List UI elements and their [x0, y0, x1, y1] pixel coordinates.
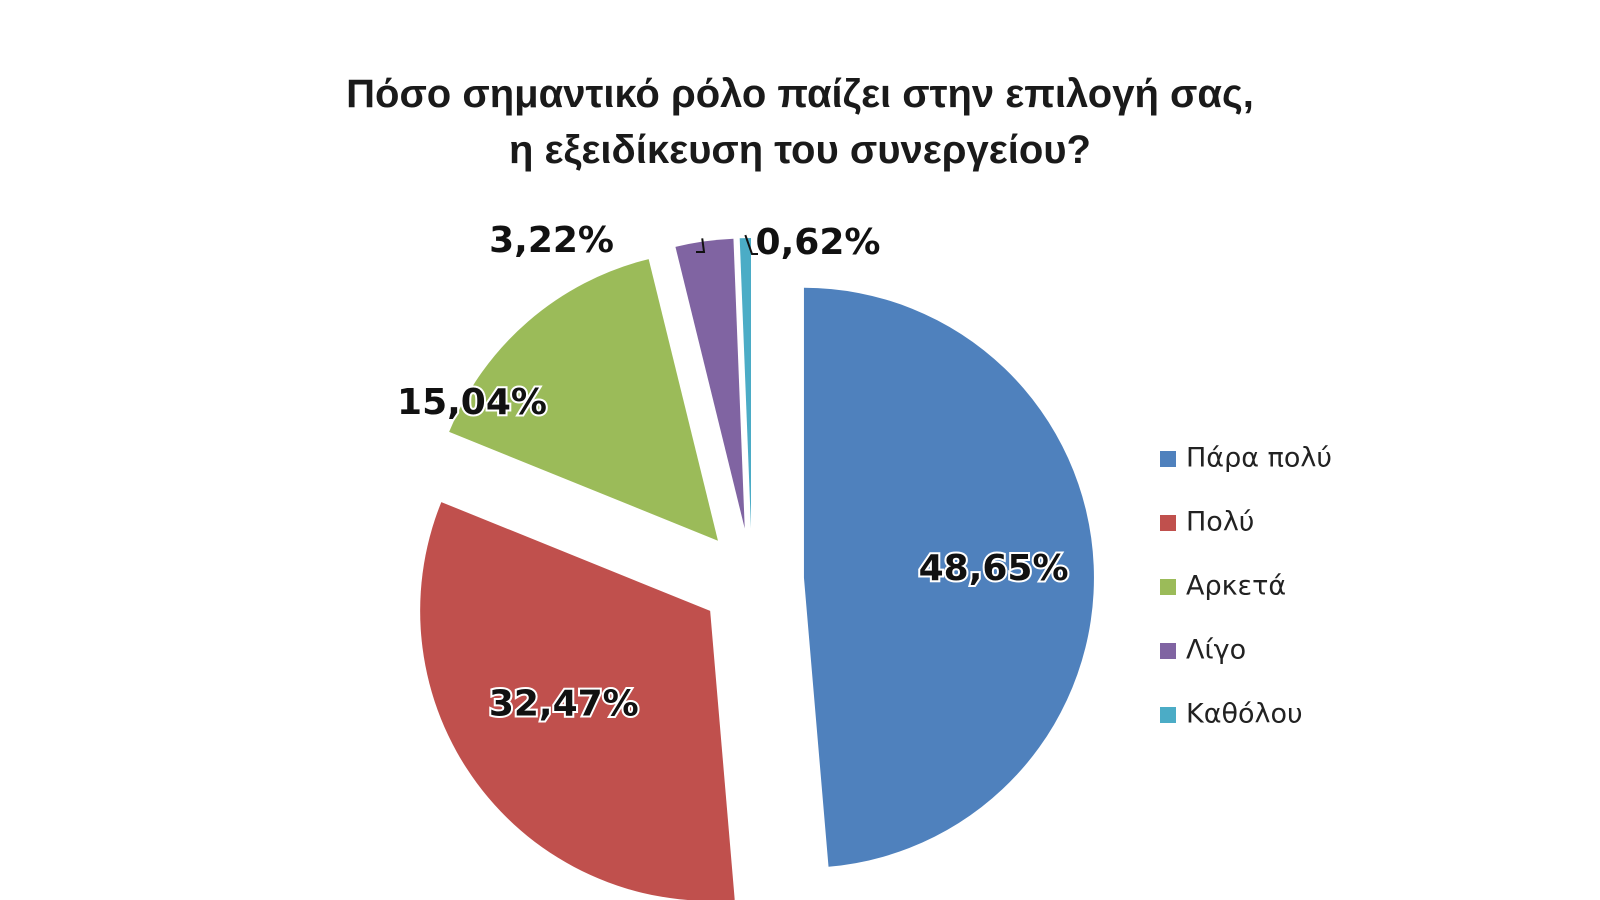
pie-slice-4: [675, 238, 745, 529]
legend-label-3: Αρκετά: [1186, 571, 1286, 602]
chart-legend: Πάρα πολύ Πολύ Αρκετά Λίγο Καθόλου: [1160, 443, 1332, 730]
chart-title-line-2: η εξειδίκευση του συνεργείου?: [509, 128, 1091, 172]
data-label-5: 0,62%: [756, 222, 881, 263]
data-label-3: 15,04%: [397, 382, 547, 423]
legend-swatch-3: [1160, 579, 1176, 595]
legend-swatch-2: [1160, 515, 1176, 531]
pie-data-labels: 48,65% 32,47% 15,04% 3,22% 0,62%: [395, 218, 1071, 727]
leader-line-4: [696, 238, 706, 253]
chart-title: Πόσο σημαντικό ρόλο παίζει στην επιλογή …: [0, 66, 1600, 178]
legend-label-4: Λίγο: [1186, 635, 1246, 666]
pie-slice-3: [449, 259, 718, 541]
data-label-4: 3,22%: [489, 220, 614, 261]
pie-slice-2: [420, 502, 735, 900]
data-label-1: 48,65%: [919, 548, 1069, 589]
pie-slice-1: [803, 287, 1094, 867]
legend-label-2: Πολύ: [1186, 507, 1254, 538]
legend-swatch-1: [1160, 451, 1176, 467]
data-label-2: 32,47%: [489, 684, 639, 725]
chart-title-line-1: Πόσο σημαντικό ρόλο παίζει στην επιλογή …: [346, 72, 1254, 116]
pie-slice-5: [739, 238, 751, 529]
legend-swatch-5: [1160, 707, 1176, 723]
legend-label-1: Πάρα πολύ: [1186, 443, 1332, 474]
pie-slices: [420, 238, 1094, 900]
leader-line-5: [744, 234, 758, 255]
legend-swatch-4: [1160, 643, 1176, 659]
legend-label-5: Καθόλου: [1186, 699, 1303, 730]
